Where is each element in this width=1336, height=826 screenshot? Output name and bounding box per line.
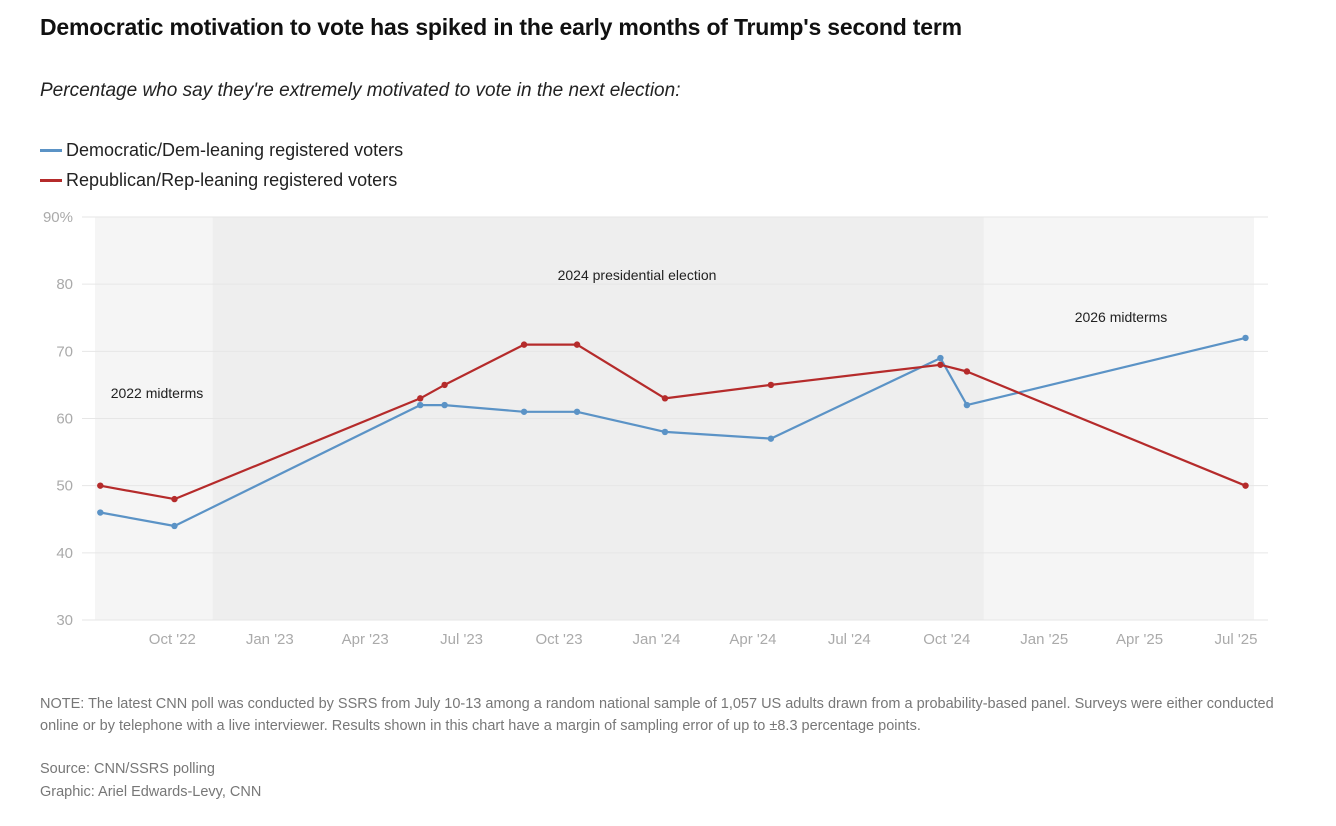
data-point-republican-0 (97, 482, 104, 489)
x-tick-label-jan-24: Jan '24 (633, 631, 681, 648)
series-lines (97, 334, 1249, 530)
x-tick-label-oct-22: Oct '22 (149, 631, 196, 648)
x-tick-label-apr-24: Apr '24 (729, 631, 776, 648)
y-tick-label-40: 40 (56, 545, 73, 562)
y-tick-label-90: 90% (43, 209, 73, 226)
data-point-democratic-8 (937, 354, 944, 362)
data-point-democratic-3 (441, 401, 448, 409)
legend-swatch-republican (40, 178, 62, 182)
data-point-democratic-9 (963, 401, 971, 409)
data-point-republican-5 (573, 341, 581, 348)
data-point-republican-7 (767, 381, 775, 389)
data-point-democratic-6 (661, 428, 669, 436)
legend-item-democratic: Democratic/Dem-leaning registered voters (40, 135, 403, 165)
data-point-republican-10 (1242, 482, 1249, 489)
source-line: Source: CNN/SSRS polling (40, 761, 215, 777)
legend-swatch-democratic (40, 148, 62, 152)
legend: Democratic/Dem-leaning registered voters… (40, 135, 403, 195)
data-point-democratic-7 (767, 435, 775, 442)
y-tick-label-60: 60 (56, 411, 73, 428)
x-tick-label-jul-24: Jul '24 (828, 631, 871, 648)
gridlines (82, 216, 1268, 621)
chart-title: Democratic motivation to vote has spiked… (40, 14, 962, 40)
data-point-democratic-10 (1242, 334, 1249, 342)
x-tick-label-oct-23: Oct '23 (535, 631, 582, 648)
region-labels: 2022 midterms 2024 presidential election 2… (111, 267, 1168, 401)
line-chart: 30 40 50 60 70 80 90% Oct '22 Jan '23 Apr '23 Jul… (43, 209, 1268, 648)
data-point-republican-4 (520, 341, 528, 348)
legend-label-democratic: Democratic/Dem-leaning registered voters (66, 139, 404, 160)
x-tick-label-oct-24: Oct '24 (923, 631, 970, 648)
data-point-democratic-5 (573, 408, 581, 415)
data-point-democratic-4 (520, 408, 528, 415)
legend-item-republican: Republican/Rep-leaning registered voters (40, 165, 403, 195)
data-point-democratic-1 (171, 522, 178, 530)
x-axis: Oct '22 Jan '23 Apr '23 Jul '23 Oct '23 Jan '… (149, 631, 1258, 648)
data-point-republican-2 (417, 395, 424, 402)
region-label-2022-midterms: 2022 midterms (111, 385, 204, 401)
y-tick-label-70: 70 (56, 343, 73, 360)
data-point-republican-8 (937, 361, 944, 368)
series-democratic (97, 334, 1249, 530)
footnote: NOTE: The latest CNN poll was conducted … (40, 696, 1274, 734)
graphic-credit: Graphic: Ariel Edwards-Levy, CNN (40, 784, 262, 800)
data-point-democratic-0 (97, 509, 104, 516)
y-tick-label-80: 80 (56, 276, 73, 293)
x-tick-label-jan-25: Jan '25 (1020, 631, 1068, 648)
x-tick-label-jan-23: Jan '23 (246, 631, 294, 648)
data-point-republican-3 (441, 381, 448, 389)
data-point-republican-6 (661, 395, 669, 402)
x-tick-label-apr-23: Apr '23 (342, 631, 389, 648)
series-republican (97, 341, 1249, 503)
x-tick-label-apr-25: Apr '25 (1116, 631, 1163, 648)
y-tick-label-50: 50 (56, 478, 73, 495)
region-label-2026-midterms: 2026 midterms (1075, 309, 1168, 325)
y-tick-label-30: 30 (56, 612, 73, 629)
data-point-democratic-2 (417, 401, 424, 409)
data-point-republican-9 (963, 368, 971, 375)
region-label-2024-presidential-election: 2024 presidential election (558, 267, 717, 283)
x-tick-label-jul-23: Jul '23 (440, 631, 483, 648)
legend-label-republican: Republican/Rep-leaning registered voters (66, 169, 398, 190)
data-point-republican-1 (171, 495, 178, 503)
source-credits: Source: CNN/SSRS polling Graphic: Ariel … (40, 758, 261, 804)
chart-subtitle: Percentage who say they're extremely mot… (40, 80, 681, 101)
y-axis: 30 40 50 60 70 80 90% (43, 209, 73, 629)
x-tick-label-jul-25: Jul '25 (1215, 631, 1258, 648)
